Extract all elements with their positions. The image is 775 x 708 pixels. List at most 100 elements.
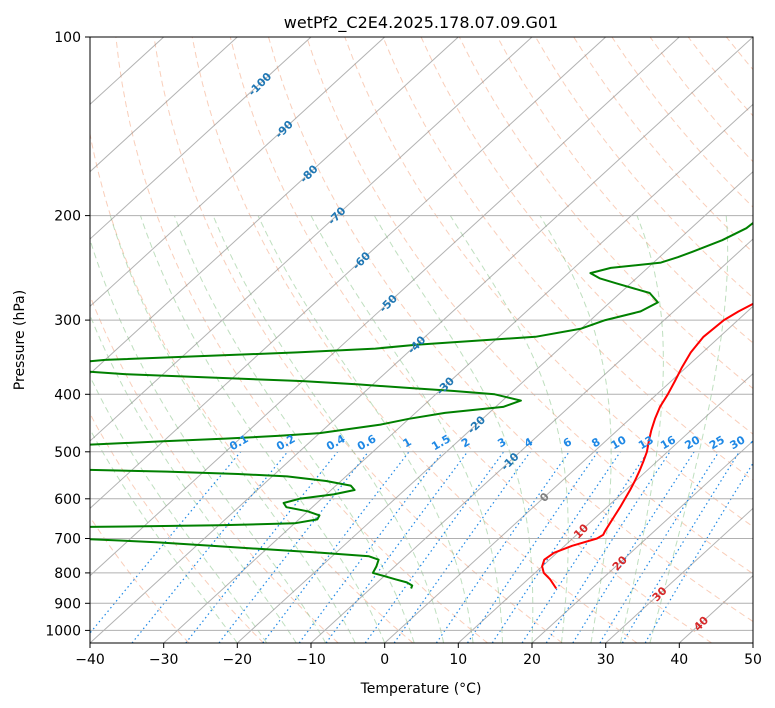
x-tick-label: −30 xyxy=(149,652,179,668)
x-tick-label: 0 xyxy=(380,652,389,668)
dry-adiabat xyxy=(382,37,753,481)
x-tick-label: 20 xyxy=(523,652,541,668)
mixing-ratio-label: 0.4 xyxy=(324,432,348,453)
y-tick-label: 800 xyxy=(54,566,81,582)
moist-adiabat xyxy=(90,428,238,643)
mixing-ratio-line xyxy=(545,451,671,643)
x-axis-ticks: −40 −30 −20 −10 0 10 20 30 40 50 xyxy=(75,643,762,668)
mixing-ratio-label: 6 xyxy=(561,435,574,450)
dry-adiabat xyxy=(115,37,488,643)
x-axis-label: Temperature (°C) xyxy=(360,681,482,697)
mixing-ratio-line xyxy=(621,451,740,643)
background-lines xyxy=(90,37,775,643)
x-tick-label: −20 xyxy=(223,652,253,668)
mixing-ratio-label: 1.5 xyxy=(429,432,452,453)
mixing-ratio-label: 1 xyxy=(401,435,414,450)
mixing-ratio-line xyxy=(185,451,339,643)
moist-adiabat xyxy=(310,215,503,643)
moist-adiabat xyxy=(90,375,268,643)
moist-adiabat xyxy=(619,215,664,643)
isotherm-line xyxy=(752,642,753,643)
mixing-ratio-label: 16 xyxy=(658,433,678,452)
isotherm-line xyxy=(90,37,238,173)
y-tick-label: 600 xyxy=(54,492,81,508)
moist-adiabat xyxy=(90,313,297,643)
chart-title: wetPf2_C2E4.2025.178.07.09.G01 xyxy=(284,13,558,33)
dry-adiabat xyxy=(191,37,638,643)
dry-adiabat xyxy=(535,37,753,299)
y-tick-label: 200 xyxy=(54,209,81,225)
isotherm-line xyxy=(236,170,753,643)
dry-adiabat xyxy=(90,412,264,643)
dry-adiabat xyxy=(153,37,563,643)
x-tick-label: 30 xyxy=(597,652,615,668)
isotherm-line xyxy=(163,103,753,643)
dry-adiabat xyxy=(306,37,753,575)
mixing-ratio-line xyxy=(131,451,289,643)
isotherm-line xyxy=(531,440,753,643)
mixing-ratio-line xyxy=(521,451,649,643)
sounding-profiles xyxy=(90,221,753,590)
y-axis-label: Pressure (hPa) xyxy=(12,290,28,390)
isotherm-line xyxy=(384,305,753,643)
isotherm-line xyxy=(310,238,753,643)
isotherm-line xyxy=(90,37,533,442)
mixing-ratio-label: 25 xyxy=(707,433,727,452)
dry-adiabat xyxy=(344,37,753,528)
mixing-ratio-line xyxy=(466,451,599,643)
isotherm-line xyxy=(90,37,680,577)
dry-adiabat xyxy=(765,37,775,643)
x-tick-label: 10 xyxy=(449,652,467,668)
pressure-gridlines xyxy=(90,37,753,631)
dry-adiabat xyxy=(90,131,414,643)
y-tick-label: 300 xyxy=(54,313,81,329)
x-tick-label: 50 xyxy=(744,652,762,668)
isotherm-line xyxy=(90,37,753,643)
mixing-ratio-line xyxy=(298,451,444,643)
y-tick-label: 400 xyxy=(54,387,81,403)
y-axis-ticks: 100 200 300 400 500 600 700 800 900 1000 xyxy=(45,30,90,639)
mixing-ratio-line xyxy=(644,462,753,643)
mixing-ratio-label: 36 xyxy=(748,433,768,452)
isotherm-line xyxy=(605,507,753,643)
isotherm-line xyxy=(90,37,459,375)
mixing-ratio-line xyxy=(572,451,695,643)
dry-adiabat xyxy=(458,37,753,390)
isotherm-line xyxy=(90,37,312,240)
moist-adiabat xyxy=(140,215,386,643)
dry-adiabat xyxy=(496,37,753,344)
temperature-profile xyxy=(541,302,753,590)
mixing-ratio-line xyxy=(262,451,410,643)
moist-adiabat xyxy=(449,215,569,643)
isotherm-line xyxy=(90,37,607,510)
x-tick-label: −40 xyxy=(75,652,105,668)
x-tick-label: −10 xyxy=(296,652,326,668)
moist-adiabat xyxy=(109,215,356,643)
moist-adiabat xyxy=(539,215,612,643)
y-tick-label: 1000 xyxy=(45,623,81,639)
isotherm-line xyxy=(457,372,753,643)
moist-adiabat xyxy=(257,215,474,643)
mixing-ratio-line xyxy=(393,451,531,643)
x-tick-label: 40 xyxy=(670,652,688,668)
moist-adiabat xyxy=(649,215,729,643)
y-tick-label: 100 xyxy=(54,30,81,46)
dry-adiabat xyxy=(90,516,190,643)
moist-adiabat xyxy=(373,215,534,643)
moist-adiabat xyxy=(212,215,445,643)
isotherm-line xyxy=(90,37,386,308)
mixing-ratio-line xyxy=(491,451,621,643)
dry-adiabat xyxy=(90,294,339,643)
mixing-ratio-label: 30 xyxy=(728,433,748,452)
dry-adiabat xyxy=(726,37,753,71)
dry-adiabat xyxy=(420,37,753,435)
dry-adiabat xyxy=(649,37,753,163)
dry-adiabat xyxy=(611,37,753,208)
plot-frame xyxy=(89,36,754,644)
mixing-ratio-line xyxy=(90,451,242,634)
mixing-ratio-line xyxy=(435,451,570,643)
y-tick-label: 500 xyxy=(54,445,81,461)
y-tick-label: 900 xyxy=(54,596,81,612)
dry-adiabat xyxy=(268,37,753,623)
